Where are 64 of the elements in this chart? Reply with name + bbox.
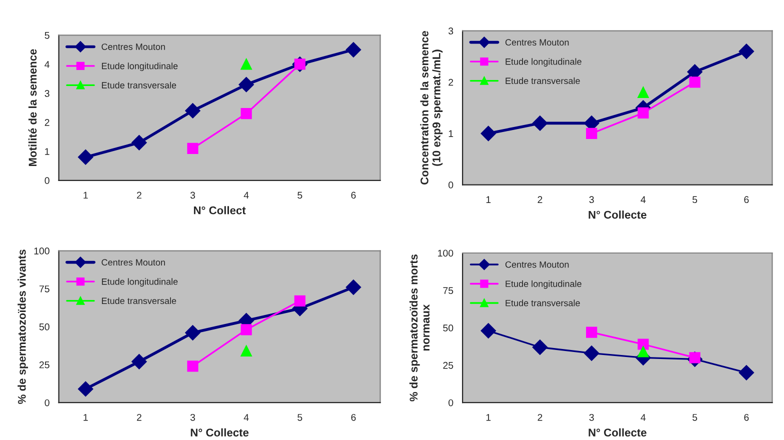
legend-label: Etude longitudinale: [102, 278, 178, 287]
x-tick-label: 6: [744, 196, 749, 204]
y-tick-label: 100: [438, 250, 454, 257]
legend-label: Etude longitudinale: [506, 280, 582, 289]
x-tick-label: 2: [136, 192, 142, 199]
y-tick-label: 0: [44, 177, 50, 184]
y-tick-label: 0: [448, 399, 454, 406]
y-tick-label: 50: [443, 324, 454, 332]
y-tick-label: 1: [45, 148, 50, 155]
legend-label: Centres Mouton: [505, 39, 569, 46]
y-axis-title: % de spermatozoïdes vivants: [18, 250, 28, 404]
y-axis-title: % de spermatozoïdes morts normaux: [409, 254, 430, 402]
y-tick-label: 100: [34, 248, 50, 254]
y-tick-label: 3: [44, 90, 50, 97]
x-tick-label: 4: [640, 196, 646, 203]
x-tick-label: 2: [538, 414, 542, 421]
x-axis-title: N° Collect: [194, 206, 246, 214]
legend-label: Etude transversale: [506, 77, 580, 84]
x-tick-label: 3: [589, 414, 594, 421]
y-axis-title: Motilité de la semence: [28, 49, 37, 166]
legend-label: Etude longitudinale: [102, 62, 178, 71]
x-tick-label: 4: [244, 192, 249, 199]
x-axis-title: N° Collecte: [190, 428, 249, 436]
x-tick-label: 1: [84, 192, 88, 199]
y-tick-label: 50: [39, 323, 50, 330]
y-tick-label: 2: [448, 78, 454, 86]
x-tick-label: 5: [692, 196, 698, 204]
x-tick-label: 3: [589, 196, 594, 204]
x-tick-label: 4: [244, 414, 249, 421]
x-axis-title: N° Collecte: [588, 428, 646, 436]
x-axis-title: N° Collecte: [588, 210, 646, 219]
x-tick-label: 1: [84, 414, 88, 421]
legend-label: Etude transversale: [102, 82, 176, 88]
x-tick-label: 1: [486, 196, 491, 203]
x-tick-label: 3: [190, 192, 196, 199]
x-tick-label: 6: [351, 414, 356, 421]
legend-label: Centres Mouton: [102, 44, 165, 50]
x-tick-label: 5: [298, 414, 302, 421]
x-tick-label: 2: [136, 414, 142, 421]
x-tick-label: 2: [538, 196, 542, 203]
y-tick-label: 25: [39, 361, 50, 368]
legend-label: Centres Mouton: [102, 259, 165, 266]
legend-label: Etude longitudinale: [506, 58, 582, 67]
legend-label: Etude transversale: [102, 297, 176, 304]
y-tick-label: 0: [44, 399, 50, 406]
y-tick-label: 2: [44, 119, 50, 126]
y-axis-title: Concentration de la semence (10 exp9 spermat./mL): [420, 30, 443, 185]
y-tick-label: 0: [448, 182, 454, 188]
y-tick-label: 3: [448, 28, 454, 34]
x-tick-label: 4: [640, 414, 646, 421]
y-tick-label: 1: [448, 130, 454, 137]
x-tick-label: 3: [190, 414, 196, 421]
y-tick-label: 75: [443, 287, 454, 294]
y-tick-label: 25: [443, 362, 454, 369]
y-tick-label: 75: [39, 286, 50, 292]
x-tick-label: 6: [351, 192, 356, 199]
x-tick-label: 6: [744, 414, 749, 421]
y-tick-label: 4: [44, 61, 50, 68]
legend-label: Etude transversale: [506, 300, 580, 306]
legend-label: Centres Mouton: [505, 261, 569, 268]
y-tick-label: 5: [44, 32, 50, 39]
x-tick-label: 1: [486, 414, 491, 421]
x-tick-label: 5: [298, 192, 302, 199]
x-tick-label: 5: [692, 414, 698, 421]
